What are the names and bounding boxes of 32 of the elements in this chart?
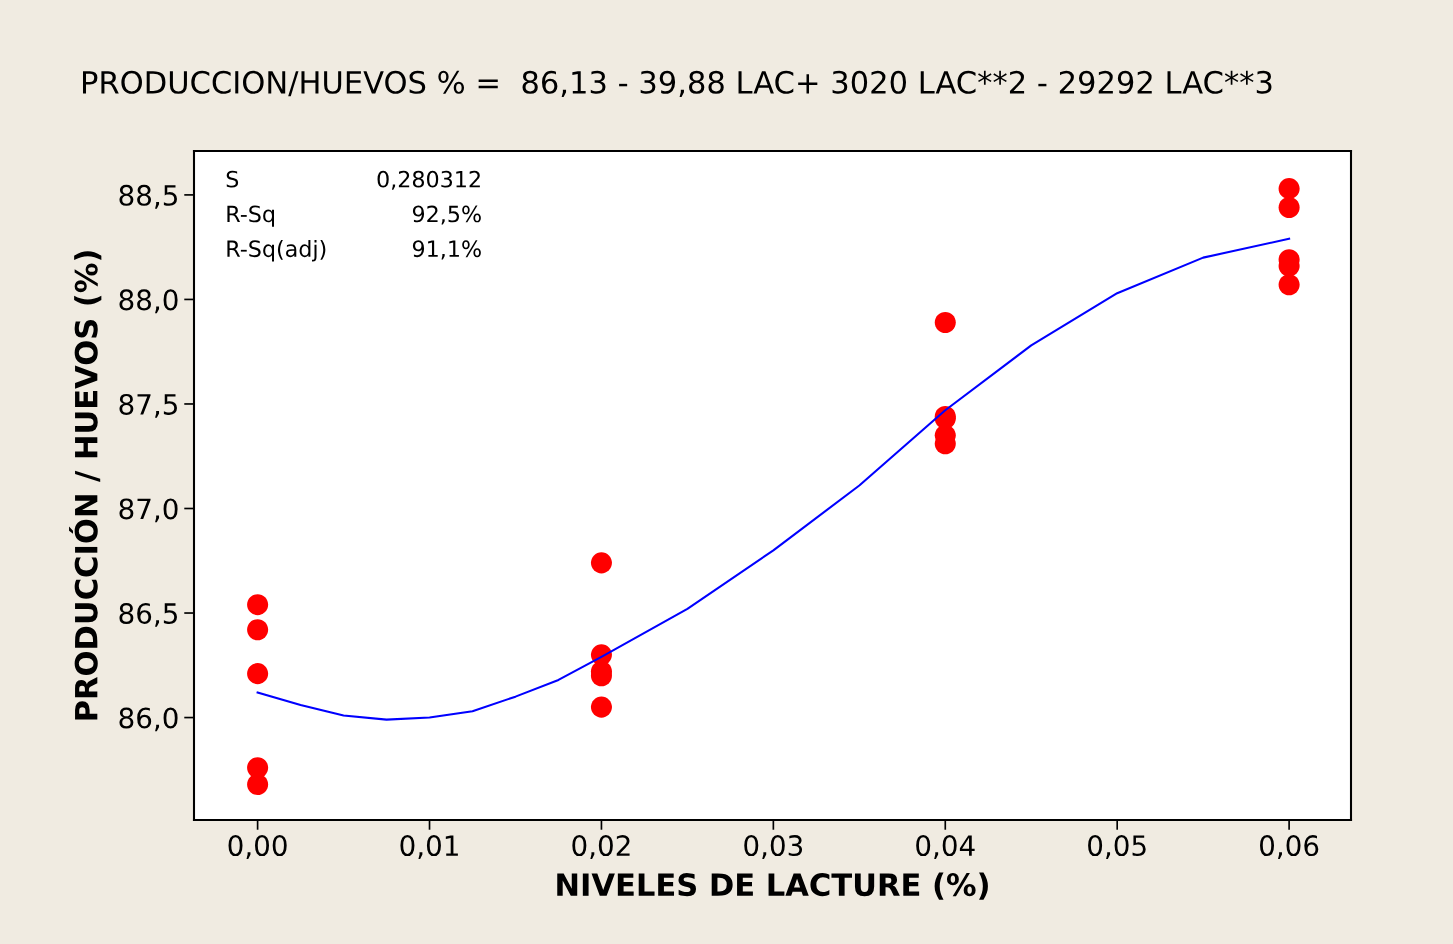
x-tick-label: 0,03 bbox=[744, 835, 803, 859]
y-axis-title: PRODUCCIÓN / HUEVOS (%) bbox=[69, 251, 102, 720]
point bbox=[1278, 178, 1300, 200]
annotation: 0,280312 bbox=[377, 170, 480, 190]
y-tick-label: 88,5 bbox=[119, 184, 177, 209]
point bbox=[247, 773, 269, 795]
point bbox=[590, 696, 612, 718]
x-tick-label: 0,04 bbox=[916, 835, 975, 859]
point bbox=[247, 594, 269, 616]
x-tick-label: 0,01 bbox=[400, 835, 458, 859]
annotation: 92,5% bbox=[412, 205, 481, 225]
y-tick-label: 87,5 bbox=[119, 393, 177, 418]
point bbox=[1278, 274, 1300, 296]
y-tick-label: 86,5 bbox=[119, 602, 177, 627]
annotation: R-Sq bbox=[227, 205, 274, 227]
point bbox=[934, 311, 956, 333]
annotation: 91,1% bbox=[412, 240, 481, 260]
y-tick-label: 87,0 bbox=[119, 498, 178, 523]
annotation: S bbox=[226, 170, 239, 188]
x-axis-title: NIVELES DE LACTURE (%) bbox=[557, 872, 988, 900]
chart-title: PRODUCCION/HUEVOS % = 86,13 - 39,88 LAC+ 3020 LAC**2 - 29292 LAC**3 bbox=[83, 70, 1272, 97]
x-tick-label: 0,02 bbox=[572, 835, 630, 859]
y-tick-label: 88,0 bbox=[119, 289, 178, 314]
point bbox=[247, 619, 269, 641]
x-tick-label: 0,00 bbox=[228, 835, 287, 859]
x-tick-label: 0,05 bbox=[1088, 835, 1146, 859]
point bbox=[590, 552, 612, 574]
x-tick-label: 0,06 bbox=[1260, 835, 1319, 859]
point bbox=[247, 663, 269, 685]
annotation: R-Sq(adj) bbox=[227, 239, 326, 262]
point bbox=[1278, 196, 1300, 218]
y-tick-label: 86,0 bbox=[119, 707, 178, 732]
